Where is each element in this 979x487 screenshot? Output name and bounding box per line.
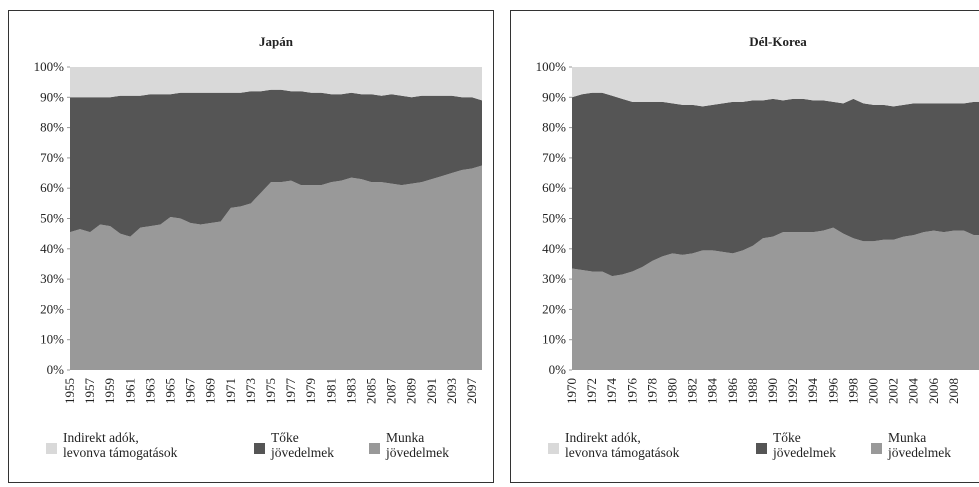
y-tick-label: 70%: [542, 150, 566, 165]
chart-panel: Dél-Korea 0% 10% 20% 30% 40% 50% 60% 70% 80% 90% 10…: [510, 10, 979, 483]
x-tick-label: 1979: [303, 378, 318, 404]
legend-swatch: [548, 443, 559, 454]
y-tick-label: 20%: [40, 301, 64, 316]
x-tick-label: 2002: [886, 378, 901, 404]
legend-swatch: [369, 443, 380, 454]
area: [572, 67, 979, 107]
y-tick-label: 40%: [40, 241, 64, 256]
x-tick-label: 2089: [404, 378, 419, 404]
x-tick-label: 1976: [624, 378, 639, 405]
x-tick-label: 2087: [384, 378, 399, 405]
area: [70, 165, 482, 370]
x-tick-label: 1984: [705, 378, 720, 405]
chart: Dél-Korea 0% 10% 20% 30% 40% 50% 60% 70% 80% 90% 10…: [510, 10, 979, 483]
legend-swatch: [871, 443, 882, 454]
legend-label: Tőke jövedelmek: [271, 430, 334, 460]
x-tick-label: 2093: [444, 378, 459, 404]
x-tick-label: 1975: [263, 378, 278, 404]
x-tick-label: 1959: [102, 378, 117, 404]
x-tick-label: 1983: [343, 378, 358, 404]
x-tick-label: 1998: [845, 378, 860, 404]
y-tick-label: 40%: [542, 241, 566, 256]
x-tick-label: 1988: [745, 378, 760, 404]
area: [70, 67, 482, 101]
y-tick-label: 0%: [47, 362, 65, 377]
x-tick-label: 1994: [805, 378, 820, 405]
y-tick-label: 80%: [542, 120, 566, 135]
x-tick-label: 1978: [644, 378, 659, 404]
y-tick-label: 20%: [542, 301, 566, 316]
legend-label: Indirekt adók, levonva támogatások: [63, 430, 178, 460]
chart-title: Japán: [259, 34, 294, 49]
chart-panel: Japán 0% 10% 20% 30% 40% 50% 60% 70% 80% 90% 100% 19…: [8, 10, 494, 483]
x-tick-label: 1961: [122, 378, 137, 404]
x-tick-label: 1982: [685, 378, 700, 404]
y-tick-label: 90%: [40, 89, 64, 104]
y-tick-label: 10%: [542, 332, 566, 347]
legend-label: Munka jövedelmek: [888, 430, 951, 460]
x-tick-label: 1967: [183, 378, 198, 405]
x-tick-label: 2004: [906, 378, 921, 405]
x-tick-label: 2097: [464, 378, 479, 405]
x-tick-label: 2008: [946, 378, 961, 404]
x-tick-label: 1990: [765, 378, 780, 404]
chart: Japán 0% 10% 20% 30% 40% 50% 60% 70% 80% 90% 100% 19…: [8, 10, 494, 483]
chart-title: Dél-Korea: [749, 34, 807, 49]
x-tick-label: 1977: [283, 378, 298, 405]
x-tick-label: 2000: [865, 378, 880, 404]
y-tick-label: 100%: [536, 59, 567, 74]
x-tick-label: 1974: [604, 378, 619, 405]
legend-label: Munka jövedelmek: [386, 430, 449, 460]
x-tick-label: 1963: [142, 378, 157, 404]
y-tick-label: 50%: [40, 211, 64, 226]
x-tick-label: 2085: [363, 378, 378, 404]
x-tick-label: 2006: [926, 378, 941, 405]
panel-frame: [510, 10, 979, 483]
x-tick-label: 1981: [323, 378, 338, 404]
x-tick-label: 1970: [564, 378, 579, 404]
x-tick-label: 1957: [82, 378, 97, 405]
x-tick-label: 1986: [725, 378, 740, 405]
y-tick-label: 50%: [542, 211, 566, 226]
x-tick-label: 1965: [162, 378, 177, 404]
x-tick-label: 1972: [584, 378, 599, 404]
panel-frame: [8, 10, 494, 483]
legend-swatch: [254, 443, 265, 454]
y-tick-label: 80%: [40, 120, 64, 135]
legend-swatch: [46, 443, 57, 454]
y-tick-label: 70%: [40, 150, 64, 165]
y-tick-label: 10%: [40, 332, 64, 347]
y-tick-label: 30%: [542, 271, 566, 286]
y-tick-label: 90%: [542, 89, 566, 104]
x-tick-label: 1996: [825, 378, 840, 405]
y-tick-label: 30%: [40, 271, 64, 286]
x-tick-label: 1980: [664, 378, 679, 404]
x-tick-label: 1969: [203, 378, 218, 404]
y-tick-label: 60%: [40, 180, 64, 195]
y-tick-label: 0%: [549, 362, 567, 377]
legend-label: Tőke jövedelmek: [773, 430, 836, 460]
y-tick-label: 60%: [542, 180, 566, 195]
x-tick-label: 2011: [976, 378, 979, 404]
x-tick-label: 1992: [785, 378, 800, 404]
x-tick-label: 1973: [243, 378, 258, 404]
legend-label: Indirekt adók, levonva támogatások: [565, 430, 680, 460]
legend-swatch: [756, 443, 767, 454]
x-tick-label: 2091: [424, 378, 439, 404]
area: [572, 92, 979, 277]
x-tick-label: 1955: [62, 378, 77, 404]
x-tick-label: 1971: [223, 378, 238, 404]
area: [70, 89, 482, 237]
y-tick-label: 100%: [34, 59, 65, 74]
area: [572, 227, 979, 370]
